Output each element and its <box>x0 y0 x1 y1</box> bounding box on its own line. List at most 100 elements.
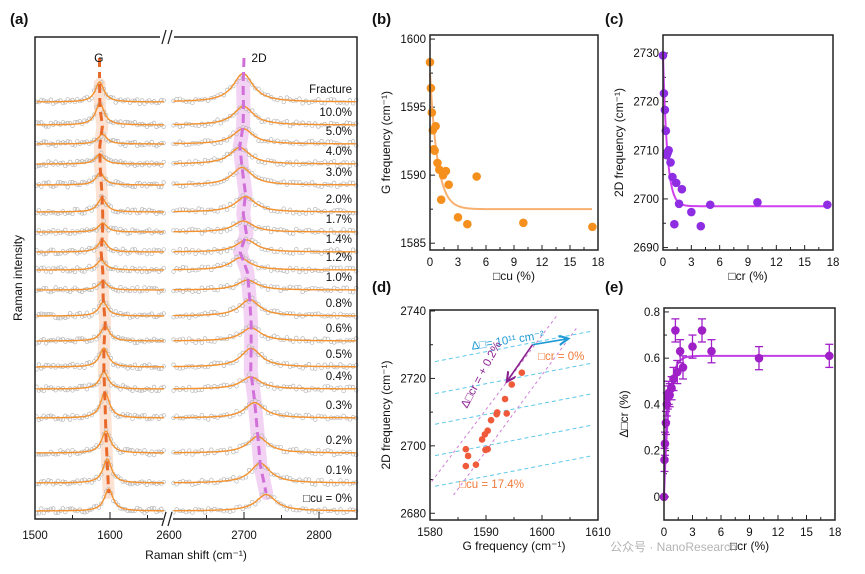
raw-data-point <box>125 447 130 452</box>
data-point <box>705 200 715 210</box>
raw-data-point <box>221 284 227 290</box>
raw-data-point <box>89 179 94 184</box>
2d-fit-curve <box>173 220 356 233</box>
2d-fit-curve <box>173 239 356 253</box>
raw-data-point <box>53 266 58 271</box>
y-tick-label: 2680 <box>400 508 426 520</box>
2d-fit-curve <box>173 195 356 213</box>
raw-data-point <box>154 181 159 187</box>
spectrum-trace <box>34 295 359 321</box>
raw-data-point <box>335 100 340 105</box>
raw-data-point <box>123 98 128 103</box>
raw-data-point <box>46 385 51 391</box>
raw-data-point <box>338 288 343 294</box>
raw-data-point <box>322 208 327 214</box>
raw-data-point <box>99 329 104 334</box>
raw-data-point <box>147 181 152 187</box>
data-point <box>661 418 671 428</box>
raw-data-point <box>183 451 189 456</box>
raw-data-point <box>82 383 87 388</box>
raw-data-point <box>272 472 277 477</box>
raw-data-point <box>147 312 152 317</box>
g-fit-curve <box>36 391 165 419</box>
raw-data-point <box>113 179 118 184</box>
raw-data-point <box>123 210 128 215</box>
trace-label: 1.7% <box>326 214 352 226</box>
raw-data-point <box>354 143 359 148</box>
raw-data-point <box>313 121 318 126</box>
2d-fit-curve <box>173 435 356 454</box>
raw-data-point <box>151 247 157 252</box>
g-fit-curve <box>36 259 165 271</box>
2d-fit-curve <box>173 327 356 342</box>
raw-data-point <box>46 478 51 483</box>
raw-data-point <box>142 181 147 186</box>
raw-data-point <box>70 162 75 167</box>
raw-data-point <box>51 506 56 511</box>
x-tick-label: 0 <box>427 257 433 269</box>
data-point <box>433 158 442 168</box>
raw-data-point <box>84 446 90 452</box>
trace-label: 0.8% <box>326 298 352 310</box>
raw-data-point <box>144 269 150 275</box>
raw-data-point <box>132 385 138 390</box>
plot-frame-a <box>34 36 358 520</box>
raw-data-point <box>101 154 106 159</box>
raw-data-point <box>196 416 201 421</box>
raw-data-point <box>354 121 359 126</box>
raw-data-point <box>284 507 290 512</box>
x-tick-label: 1590 <box>473 527 499 539</box>
raw-data-point <box>139 269 145 275</box>
raw-data-point <box>123 160 128 165</box>
raw-data-point <box>243 148 249 153</box>
raw-data-point <box>354 286 359 291</box>
raw-data-point <box>159 230 164 235</box>
raw-data-point <box>196 289 201 294</box>
raw-data-point <box>354 452 359 457</box>
x-tick-label: 9 <box>511 257 517 269</box>
raw-data-point <box>132 228 138 234</box>
g-fit-curve <box>36 133 165 145</box>
raw-data-point <box>39 311 44 316</box>
raw-data-point <box>224 412 230 417</box>
raw-data-point <box>205 338 211 344</box>
raw-data-point <box>347 449 353 455</box>
spectrum-trace <box>34 369 359 394</box>
raw-data-point <box>144 482 150 487</box>
fit-curve <box>662 55 827 208</box>
raw-data-point <box>237 197 242 202</box>
spectrum-trace <box>34 254 359 275</box>
raw-data-point <box>130 314 135 319</box>
data-point <box>659 89 669 98</box>
g-fit-curve <box>36 280 165 291</box>
plot-frame-d <box>429 309 599 521</box>
data-point <box>688 342 697 351</box>
raw-data-point <box>174 288 179 293</box>
raw-data-point <box>46 180 51 185</box>
raw-data-point <box>234 479 239 484</box>
raw-data-point <box>224 451 230 456</box>
iso-doping-line <box>434 393 592 425</box>
axis-break-icon <box>161 29 167 45</box>
y-tick-label: 2690 <box>633 243 659 255</box>
raw-data-point <box>209 447 214 452</box>
data-point <box>667 383 676 393</box>
y-tick-label: 0.6 <box>644 353 660 365</box>
raw-data-point <box>65 185 70 190</box>
2d-fit-curve <box>173 279 356 291</box>
trace-label: 3.0% <box>326 167 352 179</box>
raw-data-point <box>338 100 343 105</box>
raw-data-point <box>253 86 258 91</box>
x-tick-label: 6 <box>716 257 722 269</box>
x-tick-label: 2800 <box>306 530 332 542</box>
raw-data-point <box>187 414 192 419</box>
raw-data-point <box>354 336 359 341</box>
2d-fit-curve <box>173 257 356 271</box>
fit-curve <box>663 354 829 497</box>
2d-peak-dashed-line <box>238 57 268 494</box>
raw-data-point <box>103 92 109 97</box>
raw-data-point <box>161 247 166 252</box>
raw-data-point <box>300 416 305 421</box>
g-peak-dashed-line <box>98 83 111 494</box>
spectrum-trace <box>34 390 359 422</box>
